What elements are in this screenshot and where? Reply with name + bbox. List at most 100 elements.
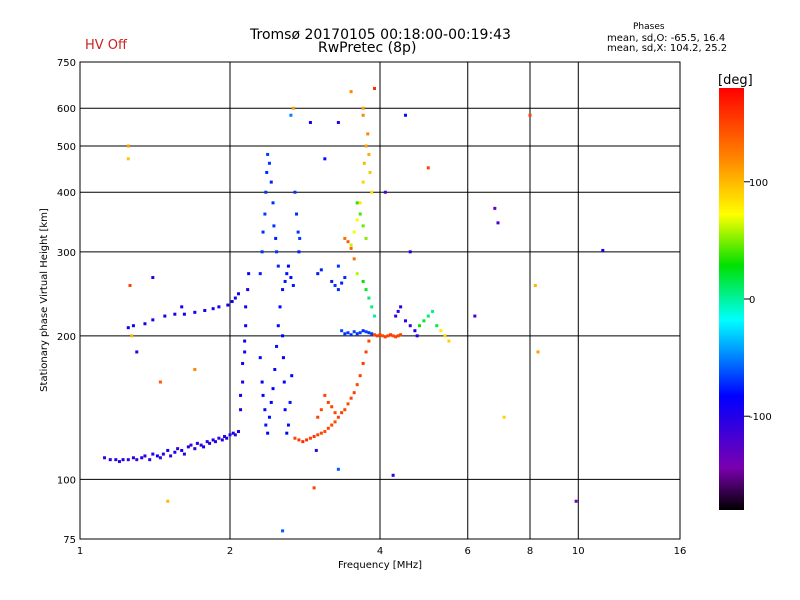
data-point xyxy=(364,288,368,292)
data-point xyxy=(166,499,170,503)
data-point xyxy=(314,448,318,452)
data-point xyxy=(281,334,285,338)
data-point xyxy=(285,272,289,276)
data-point xyxy=(151,452,155,456)
data-point xyxy=(368,170,372,174)
phase-stats-o: mean, sd,O: -65.5, 16.4 xyxy=(607,33,726,44)
data-point xyxy=(230,300,234,304)
data-point xyxy=(336,415,340,419)
data-point xyxy=(291,283,295,287)
data-point xyxy=(346,331,350,335)
data-point xyxy=(236,430,240,434)
data-point xyxy=(117,460,121,464)
data-point xyxy=(258,272,262,276)
data-point xyxy=(267,415,271,419)
data-point xyxy=(352,330,356,334)
data-point xyxy=(358,201,362,205)
data-point xyxy=(131,456,135,460)
data-point xyxy=(247,272,251,276)
data-point xyxy=(349,243,353,247)
data-point xyxy=(601,248,605,252)
data-point xyxy=(108,458,112,462)
data-point xyxy=(295,212,299,216)
data-point xyxy=(383,335,387,339)
colorbar-ticks: 100 0 -100 xyxy=(744,178,772,423)
data-point xyxy=(239,393,243,397)
data-point xyxy=(128,283,132,287)
data-point xyxy=(364,236,368,240)
data-point xyxy=(361,113,365,117)
data-point xyxy=(355,218,359,222)
data-point xyxy=(391,473,395,477)
data-point xyxy=(131,324,135,328)
data-point xyxy=(193,447,197,451)
chart-subtitle: RwPretec (8p) xyxy=(318,40,417,56)
data-point xyxy=(155,454,159,458)
data-point xyxy=(366,132,370,136)
data-point xyxy=(493,206,497,210)
data-point xyxy=(273,367,277,371)
y-tick-label: 400 xyxy=(57,188,76,199)
data-point xyxy=(396,334,400,338)
data-point xyxy=(330,405,334,409)
data-point xyxy=(343,408,347,412)
y-tick-label: 300 xyxy=(57,248,76,259)
x-tick-label: 4 xyxy=(377,546,383,557)
data-point xyxy=(399,305,403,309)
data-point xyxy=(283,408,287,412)
data-point xyxy=(246,288,250,292)
data-point xyxy=(217,436,221,440)
data-point xyxy=(130,334,134,338)
data-point xyxy=(308,436,312,440)
data-point xyxy=(243,339,247,343)
x-axis-label: Frequency [MHz] xyxy=(338,560,422,571)
data-point xyxy=(286,423,290,427)
data-point xyxy=(426,166,430,170)
phases-heading: Phases xyxy=(633,22,665,32)
data-point xyxy=(408,324,412,328)
colorbar-label: [deg] xyxy=(718,73,753,88)
data-point xyxy=(290,374,294,378)
data-point xyxy=(193,310,197,314)
data-point xyxy=(352,230,356,234)
data-point xyxy=(346,402,350,406)
data-point xyxy=(370,332,374,336)
data-point xyxy=(285,431,289,435)
y-axis-label: Stationary phase Virtual Height [km] xyxy=(39,208,50,392)
data-point xyxy=(289,276,293,280)
data-point xyxy=(361,279,365,283)
x-tick-labels: 1 2 4 6 8 10 16 xyxy=(77,546,687,557)
data-point xyxy=(182,452,186,456)
data-point xyxy=(263,408,267,412)
data-point xyxy=(283,279,287,283)
data-point xyxy=(502,415,506,419)
data-point xyxy=(233,433,237,437)
data-point xyxy=(426,314,430,318)
data-point xyxy=(103,456,107,460)
data-point xyxy=(180,448,184,452)
data-point xyxy=(274,236,278,240)
data-point xyxy=(375,334,379,338)
data-point xyxy=(316,415,320,419)
data-point xyxy=(161,452,165,456)
data-point xyxy=(361,329,365,333)
data-point xyxy=(333,283,337,287)
data-point xyxy=(336,264,340,268)
data-point xyxy=(199,443,203,447)
data-point xyxy=(358,331,362,335)
data-point xyxy=(473,314,477,318)
data-point xyxy=(349,333,353,337)
data-point xyxy=(447,339,451,343)
data-point xyxy=(271,201,275,205)
data-point xyxy=(323,157,327,161)
data-point xyxy=(241,380,245,384)
data-point xyxy=(189,443,193,447)
data-point xyxy=(319,268,323,272)
data-point xyxy=(378,333,382,337)
data-point xyxy=(352,257,356,261)
data-point xyxy=(143,322,147,326)
data-point xyxy=(276,324,280,328)
data-point xyxy=(326,400,330,404)
data-point xyxy=(349,396,353,400)
data-point xyxy=(346,240,350,244)
